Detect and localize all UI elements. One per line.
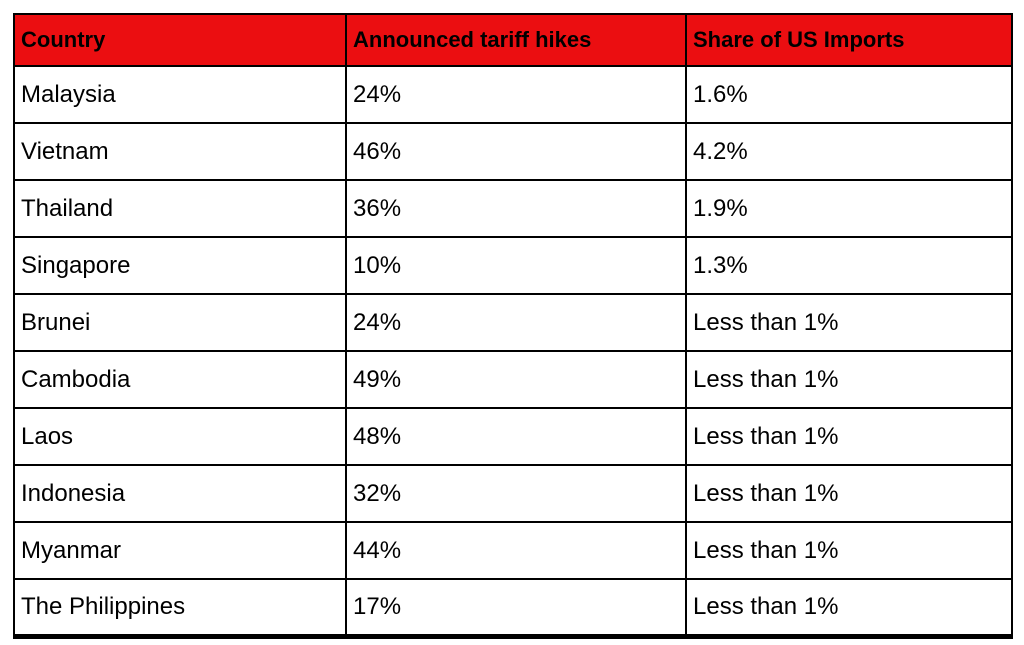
cell-import-share: Less than 1% bbox=[685, 293, 1013, 352]
table-row: The Philippines 17% Less than 1% bbox=[13, 578, 1013, 637]
cell-country: Malaysia bbox=[13, 65, 347, 124]
cell-tariff-hike: 44% bbox=[345, 521, 687, 580]
table-row: Myanmar 44% Less than 1% bbox=[13, 521, 1013, 580]
cell-country: Thailand bbox=[13, 179, 347, 238]
cell-tariff-hike: 24% bbox=[345, 293, 687, 352]
cell-tariff-hike: 36% bbox=[345, 179, 687, 238]
table-row: Thailand 36% 1.9% bbox=[13, 179, 1013, 238]
table-header-row: Country Announced tariff hikes Share of … bbox=[13, 13, 1013, 67]
table-row: Brunei 24% Less than 1% bbox=[13, 293, 1013, 352]
cell-import-share: 4.2% bbox=[685, 122, 1013, 181]
table-row: Singapore 10% 1.3% bbox=[13, 236, 1013, 295]
table-header: Country Announced tariff hikes Share of … bbox=[13, 13, 1013, 67]
header-country: Country bbox=[13, 13, 347, 67]
cell-country: Brunei bbox=[13, 293, 347, 352]
cell-import-share: Less than 1% bbox=[685, 464, 1013, 523]
table-row: Cambodia 49% Less than 1% bbox=[13, 350, 1013, 409]
cell-import-share: 1.9% bbox=[685, 179, 1013, 238]
table-row: Malaysia 24% 1.6% bbox=[13, 65, 1013, 124]
table-row: Laos 48% Less than 1% bbox=[13, 407, 1013, 466]
cell-import-share: 1.3% bbox=[685, 236, 1013, 295]
cell-country: The Philippines bbox=[13, 578, 347, 637]
cell-country: Laos bbox=[13, 407, 347, 466]
cell-tariff-hike: 10% bbox=[345, 236, 687, 295]
table-row: Vietnam 46% 4.2% bbox=[13, 122, 1013, 181]
cell-import-share: Less than 1% bbox=[685, 350, 1013, 409]
cell-country: Vietnam bbox=[13, 122, 347, 181]
cell-import-share: Less than 1% bbox=[685, 407, 1013, 466]
cell-tariff-hike: 49% bbox=[345, 350, 687, 409]
cell-import-share: 1.6% bbox=[685, 65, 1013, 124]
cell-tariff-hike: 17% bbox=[345, 578, 687, 637]
tariff-table: Country Announced tariff hikes Share of … bbox=[13, 13, 1013, 639]
table-row: Indonesia 32% Less than 1% bbox=[13, 464, 1013, 523]
cell-tariff-hike: 48% bbox=[345, 407, 687, 466]
cell-tariff-hike: 46% bbox=[345, 122, 687, 181]
table-body: Malaysia 24% 1.6% Vietnam 46% 4.2% Thailand 36%… bbox=[13, 65, 1013, 637]
cell-tariff-hike: 24% bbox=[345, 65, 687, 124]
header-announced-tariff-hikes: Announced tariff hikes bbox=[345, 13, 687, 67]
cell-country: Indonesia bbox=[13, 464, 347, 523]
header-share-of-us-imports: Share of US Imports bbox=[685, 13, 1013, 67]
cell-country: Myanmar bbox=[13, 521, 347, 580]
cell-country: Singapore bbox=[13, 236, 347, 295]
cell-country: Cambodia bbox=[13, 350, 347, 409]
cell-tariff-hike: 32% bbox=[345, 464, 687, 523]
cell-import-share: Less than 1% bbox=[685, 521, 1013, 580]
cell-import-share: Less than 1% bbox=[685, 578, 1013, 637]
